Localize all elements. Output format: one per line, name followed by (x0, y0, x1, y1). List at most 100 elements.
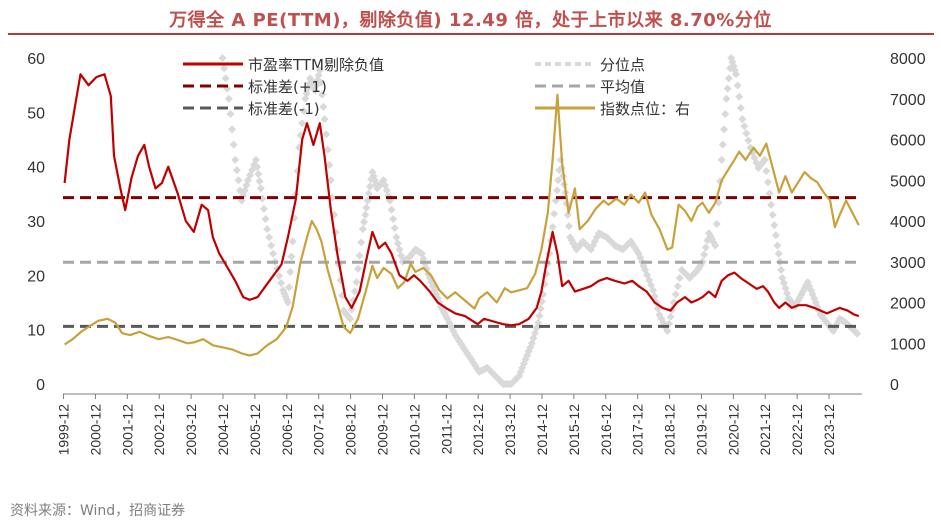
percentile-marker (723, 84, 732, 93)
pe-series-line (63, 73, 860, 327)
percentile-marker (255, 177, 264, 186)
percentile-marker (357, 238, 366, 247)
y-left-tick-label: 60 (27, 51, 45, 68)
y-right-tick-label: 7000 (890, 92, 926, 109)
y-left-tick-label: 50 (27, 105, 45, 122)
percentile-marker (229, 140, 238, 149)
percentile-marker (323, 145, 332, 154)
y-left-tick-label: 30 (27, 214, 45, 231)
percentile-marker (666, 312, 675, 321)
percentile-marker (724, 74, 733, 83)
percentile-marker (675, 274, 684, 283)
percentile-marker (218, 54, 227, 62)
source-note: 资料来源：Wind，招商证券 (10, 503, 186, 519)
percentile-marker (315, 66, 324, 75)
percentile-marker (346, 314, 355, 323)
percentile-marker (287, 252, 296, 261)
x-tick-label: 2015-12 (566, 404, 582, 456)
percentile-marker (712, 220, 721, 229)
percentile-marker (393, 239, 402, 248)
y-right-tick-label: 5000 (890, 173, 926, 190)
percentile-marker (554, 176, 563, 185)
x-tick-label: 2023-12 (821, 404, 837, 456)
y-right-tick-label: 8000 (890, 51, 926, 68)
legend-label-pct: 分位点 (600, 56, 645, 74)
percentile-marker (536, 304, 545, 313)
x-tick-label: 2006-12 (279, 404, 295, 456)
percentile-marker (236, 186, 245, 195)
y-left-tick-label: 20 (27, 268, 45, 285)
percentile-marker (350, 287, 359, 296)
percentile-marker (720, 125, 729, 134)
percentile-marker (771, 231, 780, 240)
percentile-marker (221, 74, 230, 83)
percentile-marker (226, 110, 235, 119)
percentile-marker (267, 241, 276, 250)
y-right-tick-label: 6000 (890, 133, 926, 150)
percentile-marker (283, 298, 292, 307)
x-tick-label: 2004-12 (215, 404, 231, 456)
legend-label-sd-plus: 标准差(+1) (248, 78, 327, 96)
x-tick-label: 2002-12 (151, 404, 167, 456)
percentile-marker (316, 78, 325, 87)
percentile-marker (711, 241, 720, 250)
percentile-marker (361, 210, 370, 219)
percentile-marker (763, 178, 772, 187)
percentile-marker (774, 249, 783, 258)
x-tick-label: 2019-12 (693, 404, 709, 456)
percentile-marker (760, 155, 769, 164)
percentile-marker (320, 115, 329, 124)
x-tick-label: 2000-12 (87, 404, 103, 456)
percentile-marker (275, 272, 284, 281)
x-tick-label: 2007-12 (311, 404, 327, 456)
legend-label-pe: 市盈率TTM剔除负值 (248, 56, 384, 74)
y-right-tick-label: 2000 (890, 296, 926, 313)
percentile-marker (701, 243, 710, 252)
percentile-marker (390, 224, 399, 233)
percentile-marker (220, 64, 229, 73)
percentile-marker (556, 155, 565, 164)
percentile-marker (389, 214, 398, 223)
percentile-marker (552, 186, 561, 195)
percentile-marker (722, 94, 731, 103)
percentile-marker (721, 110, 730, 119)
x-tick-label: 2005-12 (247, 404, 263, 456)
percentile-marker (325, 160, 334, 169)
percentile-marker (261, 214, 270, 223)
percentile-marker (254, 170, 263, 179)
percentile-marker (768, 210, 777, 219)
percentile-marker (253, 163, 262, 172)
percentile-marker (765, 189, 774, 198)
percentile-marker (740, 122, 749, 131)
x-tick-label: 2017-12 (630, 404, 646, 456)
percentile-marker (550, 209, 559, 218)
x-tick-label: 2018-12 (662, 404, 678, 456)
percentile-marker (362, 203, 371, 212)
percentile-marker (773, 241, 782, 250)
percentile-marker (671, 290, 680, 299)
percentile-marker (733, 81, 742, 90)
percentile-marker (364, 189, 373, 198)
x-tick-label: 2003-12 (183, 404, 199, 456)
reference-lines (63, 196, 862, 328)
percentile-marker (718, 140, 727, 149)
legend-label-mean: 平均值 (600, 78, 645, 96)
y-left-tick-label: 40 (27, 160, 45, 177)
x-tick-label: 2013-12 (502, 404, 518, 456)
x-tick-label: 2001-12 (119, 404, 135, 456)
legend-label-sd-minus: 标准差(-1) (248, 100, 320, 118)
percentile-marker (717, 155, 726, 164)
percentile-marker (277, 279, 286, 288)
percentile-marker (548, 223, 557, 232)
percentile-marker (224, 94, 233, 103)
percentile-marker (269, 249, 278, 258)
chart-title: 万得全 A PE(TTM)，剔除负值) 12.49 倍，处于上市以来 8.70%… (169, 10, 772, 31)
x-tick-label: 2020-12 (725, 404, 741, 456)
axes: 0 10 20 30 40 50 60 0 1000 2000 3000 4000 5000 6000 70… (27, 51, 925, 455)
percentile-marker (663, 327, 672, 336)
x-tick-label: 2016-12 (598, 404, 614, 456)
percentile-marker (265, 233, 274, 242)
percentile-marker (234, 176, 243, 185)
x-tick-label: 2012-12 (470, 404, 486, 456)
percentile-marker (744, 136, 753, 145)
